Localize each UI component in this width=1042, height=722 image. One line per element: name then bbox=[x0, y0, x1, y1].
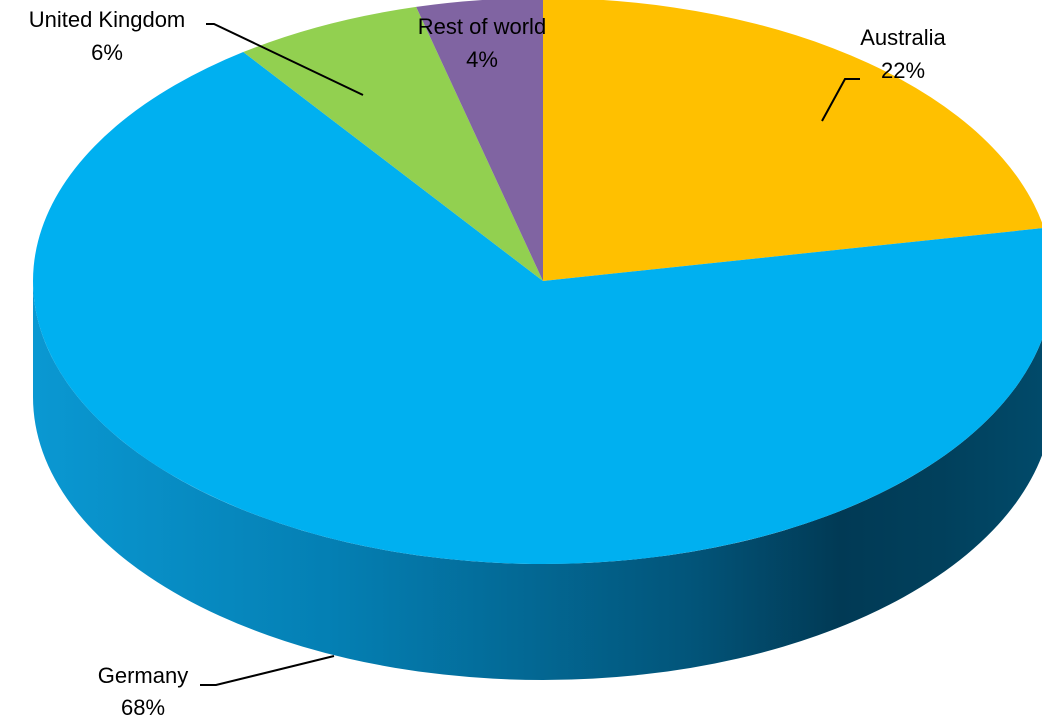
pie-slice-side-germany bbox=[33, 281, 1042, 680]
data-label-percent: 6% bbox=[91, 40, 123, 65]
data-label-name: Rest of world bbox=[418, 14, 546, 39]
pie-side-group bbox=[33, 281, 1042, 680]
pie-slice-germany bbox=[33, 52, 1042, 564]
leader-line-united-kingdom bbox=[206, 23, 364, 96]
data-label-united-kingdom: United Kingdom 6% bbox=[29, 7, 186, 65]
data-label-percent: 68% bbox=[121, 695, 165, 717]
data-label-name: United Kingdom bbox=[29, 7, 186, 32]
data-label-name: Australia bbox=[860, 25, 946, 50]
data-label-percent: 22% bbox=[881, 58, 925, 83]
data-label-group: Australia 22% Rest of world 4% United Kingdo… bbox=[29, 7, 947, 720]
data-label-rest-of-world: Rest of world 4% bbox=[418, 14, 546, 72]
pie-top-group bbox=[33, 0, 1042, 564]
data-label-australia: Australia 22% bbox=[860, 25, 946, 83]
leader-line-germany bbox=[200, 655, 335, 686]
pie-slice-australia bbox=[543, 0, 1042, 281]
pie-slice-united-kingdom bbox=[243, 6, 543, 282]
data-label-germany: Germany 68% bbox=[98, 663, 188, 717]
data-label-percent: 4% bbox=[466, 47, 498, 72]
leader-line-group bbox=[200, 23, 860, 686]
data-label-name: Germany bbox=[98, 663, 188, 688]
pie-slice-rest-of-world bbox=[416, 0, 543, 281]
leader-line-australia bbox=[821, 78, 860, 122]
